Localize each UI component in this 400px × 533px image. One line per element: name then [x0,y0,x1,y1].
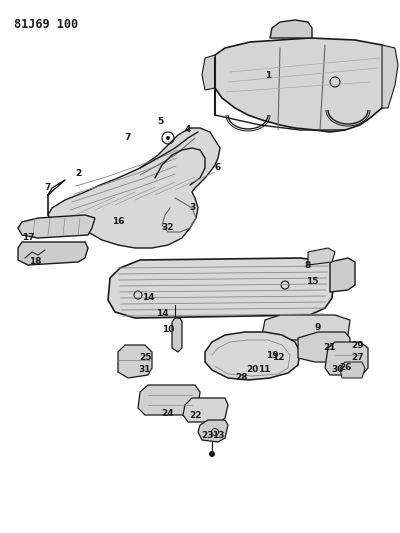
Polygon shape [18,215,95,238]
Polygon shape [330,258,355,292]
Text: 19: 19 [266,351,278,359]
Text: 27: 27 [352,353,364,362]
Text: 17: 17 [22,233,34,243]
Text: 22: 22 [190,410,202,419]
Polygon shape [138,385,200,415]
Text: 9: 9 [315,324,321,333]
Text: 14: 14 [156,309,168,318]
Text: 13: 13 [212,432,224,440]
Circle shape [209,451,215,457]
Text: 1: 1 [265,70,271,79]
Polygon shape [205,332,300,380]
Text: 6: 6 [215,163,221,172]
Polygon shape [215,38,392,132]
Polygon shape [108,258,335,318]
Text: 7: 7 [125,133,131,142]
Text: 8: 8 [305,261,311,270]
Text: 7: 7 [45,183,51,192]
Text: 11: 11 [258,366,270,375]
Text: 32: 32 [162,223,174,232]
Polygon shape [118,345,152,378]
Polygon shape [325,342,368,375]
Polygon shape [172,318,182,352]
Text: 5: 5 [157,117,163,126]
Text: 23: 23 [202,431,214,440]
Text: 14: 14 [142,294,154,303]
Text: 15: 15 [306,278,318,287]
Polygon shape [198,420,228,442]
Text: 21: 21 [324,343,336,352]
Text: 10: 10 [162,326,174,335]
Circle shape [166,136,170,140]
Polygon shape [202,55,215,90]
Polygon shape [308,248,335,265]
Text: 30: 30 [332,366,344,375]
Polygon shape [18,242,88,265]
Text: 28: 28 [236,374,248,383]
Text: 24: 24 [162,408,174,417]
Text: 81J69 100: 81J69 100 [14,18,78,31]
Polygon shape [48,128,220,248]
Text: 20: 20 [246,366,258,375]
Text: 12: 12 [272,353,284,362]
Polygon shape [298,332,350,362]
Text: 2: 2 [75,168,81,177]
Polygon shape [262,315,350,340]
Text: 18: 18 [29,257,41,266]
Polygon shape [382,45,398,108]
Text: 16: 16 [112,217,124,227]
Polygon shape [183,398,228,422]
Text: 25: 25 [139,353,151,362]
Text: 26: 26 [339,362,351,372]
Polygon shape [340,362,365,378]
Polygon shape [270,20,312,38]
Text: 3: 3 [189,203,195,212]
Text: 31: 31 [139,366,151,375]
Text: 29: 29 [352,341,364,350]
Text: 4: 4 [185,125,191,134]
